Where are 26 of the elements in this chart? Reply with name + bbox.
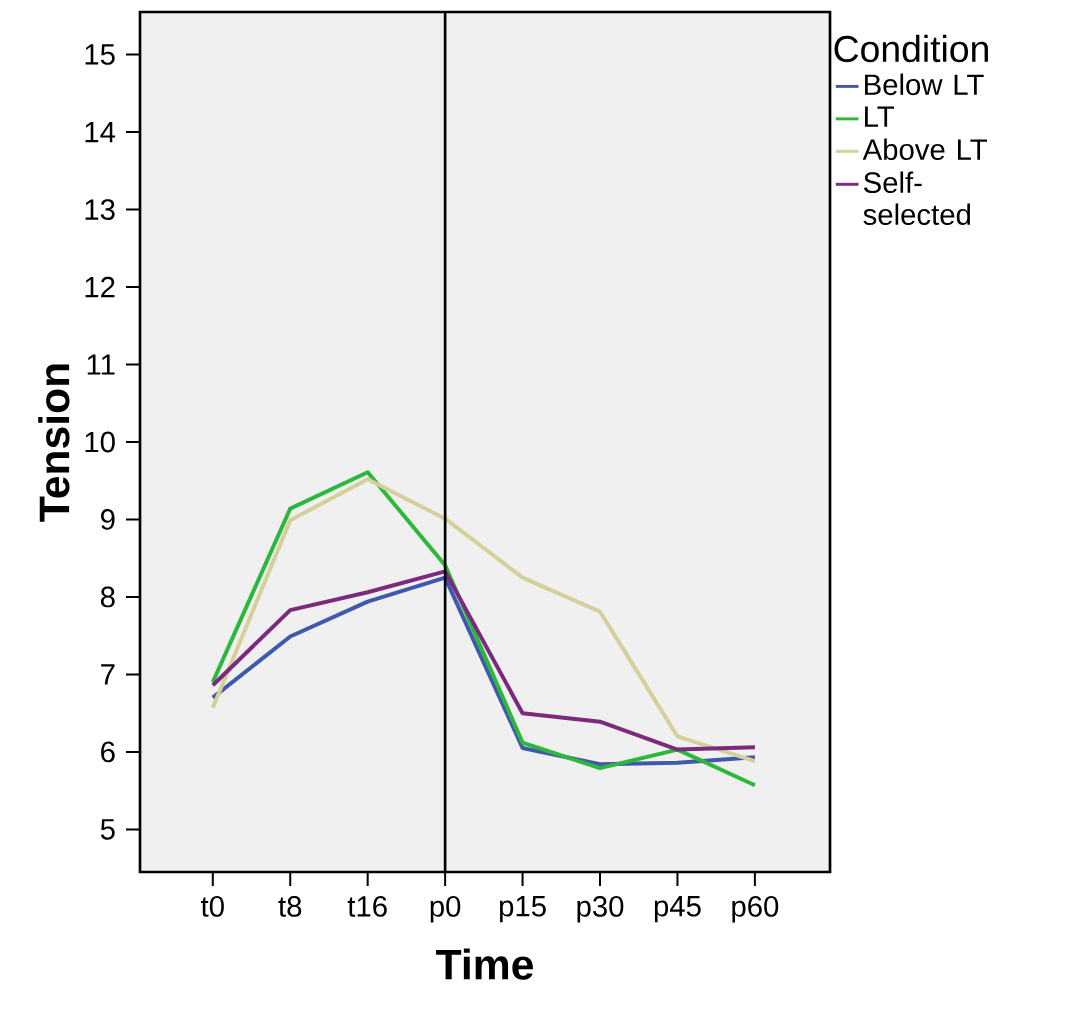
y-tick-label: 14 [85,122,116,143]
y-tick-label: 9 [101,509,115,530]
legend-label: Self-selected [863,171,970,226]
x-axis-title: Time [436,948,533,980]
y-tick-label: 12 [85,276,115,298]
y-tick-label: 13 [85,199,115,220]
legend-label: Below LT [865,73,984,96]
y-tick-label: 11 [87,354,115,375]
y-tick-label: 6 [101,741,115,763]
y-tick-label: 10 [85,431,115,453]
x-tick-label: p15 [499,896,546,923]
y-tick-label: 15 [85,44,115,65]
x-tick-label: p45 [654,896,701,923]
legend-label: LT [865,106,895,127]
x-tick-label: t8 [278,896,302,917]
y-axis-title: Tension [38,364,70,522]
legend-title: Condition [834,34,988,63]
x-tick-label: p60 [732,896,779,923]
x-tick-label: p0 [430,896,461,923]
y-tick-label: 7 [101,664,115,685]
x-tick-label: p30 [577,896,624,923]
x-tick-label: t16 [347,896,387,917]
y-tick-label: 8 [100,586,115,608]
y-tick-label: 5 [100,819,115,840]
x-tick-label: t0 [201,896,224,917]
legend-label: Above LT [862,138,987,161]
